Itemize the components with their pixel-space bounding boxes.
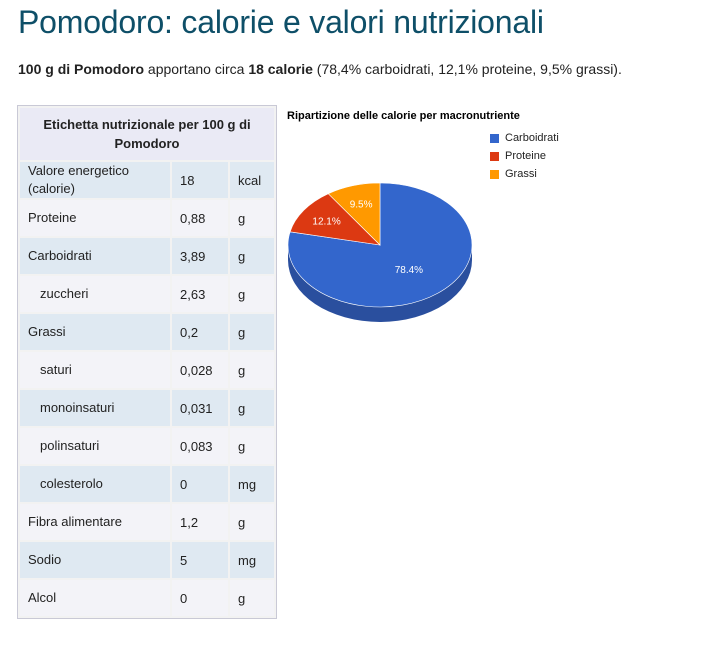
summary-text-2: (78,4% carboidrati, 12,1% proteine, 9,5%… — [312, 61, 622, 77]
nutrient-label: Fibra alimentare — [20, 504, 170, 540]
legend-item: Grassi — [490, 165, 559, 183]
legend-label: Proteine — [505, 150, 546, 162]
nutrient-unit: mg — [230, 542, 274, 578]
nutrient-label: Alcol — [20, 580, 170, 616]
nutrient-unit: g — [230, 580, 274, 616]
summary-text: 100 g di Pomodoro apportano circa 18 cal… — [18, 61, 622, 77]
table-row: Proteine 0,88 g — [20, 200, 274, 236]
chart-title: Ripartizione delle calorie per macronutr… — [287, 110, 520, 122]
pie-slice-label: 78.4% — [395, 265, 423, 276]
nutrient-value: 3,89 — [172, 238, 228, 274]
nutrient-unit: mg — [230, 466, 274, 502]
nutrient-label: Sodio — [20, 542, 170, 578]
pie-slice-label: 9.5% — [350, 200, 373, 211]
nutrient-value: 0 — [172, 466, 228, 502]
nutrient-value: 18 — [172, 162, 228, 198]
table-row: zuccheri 2,63 g — [20, 276, 274, 312]
nutrient-label: Carboidrati — [20, 238, 170, 274]
legend-label: Grassi — [505, 168, 537, 180]
nutrient-value: 0,028 — [172, 352, 228, 388]
nutrient-unit: g — [230, 352, 274, 388]
nutrient-value: 0,2 — [172, 314, 228, 350]
nutrient-unit: kcal — [230, 162, 274, 198]
nutrient-unit: g — [230, 238, 274, 274]
nutrient-label: Grassi — [20, 314, 170, 350]
table-row: Sodio 5 mg — [20, 542, 274, 578]
nutrient-unit: g — [230, 276, 274, 312]
nutrient-value: 0,031 — [172, 390, 228, 426]
nutrient-unit: g — [230, 314, 274, 350]
nutrition-table-container: Etichetta nutrizionale per 100 g di Pomo… — [17, 105, 277, 619]
nutrient-label: zuccheri — [20, 276, 170, 312]
legend-swatch — [490, 151, 499, 161]
nutrient-value: 1,2 — [172, 504, 228, 540]
nutrient-label: Valore energetico (calorie) — [20, 162, 170, 198]
table-row: colesterolo 0 mg — [20, 466, 274, 502]
nutrient-value: 0,083 — [172, 428, 228, 464]
pie-slice-label: 12.1% — [312, 217, 340, 228]
nutrient-unit: g — [230, 504, 274, 540]
summary-quantity: 100 g di Pomodoro — [18, 61, 145, 77]
pie-slice-side — [288, 245, 472, 322]
nutrient-unit: g — [230, 428, 274, 464]
pie-slice — [327, 182, 381, 246]
nutrient-label: Proteine — [20, 200, 170, 236]
table-row: monoinsaturi 0,031 g — [20, 390, 274, 426]
table-row: Valore energetico (calorie) 18 kcal — [20, 162, 274, 198]
nutrition-table-header: Etichetta nutrizionale per 100 g di Pomo… — [20, 108, 274, 160]
nutrient-label: monoinsaturi — [20, 390, 170, 426]
legend-item: Carboidrati — [490, 129, 559, 147]
nutrient-unit: g — [230, 390, 274, 426]
summary-calories: 18 calorie — [248, 61, 313, 77]
chart-legend: Carboidrati Proteine Grassi — [490, 129, 559, 183]
page-title: Pomodoro: calorie e valori nutrizionali — [18, 4, 544, 40]
summary-text-1: apportano circa — [144, 61, 249, 77]
table-row: Fibra alimentare 1,2 g — [20, 504, 274, 540]
legend-label: Carboidrati — [505, 132, 559, 144]
nutrient-label: colesterolo — [20, 466, 170, 502]
table-row: Grassi 0,2 g — [20, 314, 274, 350]
nutrient-value: 5 — [172, 542, 228, 578]
nutrition-table: Etichetta nutrizionale per 100 g di Pomo… — [18, 106, 276, 618]
legend-item: Proteine — [490, 147, 559, 165]
table-row: saturi 0,028 g — [20, 352, 274, 388]
nutrient-value: 0 — [172, 580, 228, 616]
nutrient-label: polinsaturi — [20, 428, 170, 464]
table-row: polinsaturi 0,083 g — [20, 428, 274, 464]
pie-slice — [289, 193, 381, 246]
nutrient-value: 0,88 — [172, 200, 228, 236]
nutrient-value: 2,63 — [172, 276, 228, 312]
nutrient-label: saturi — [20, 352, 170, 388]
legend-swatch — [490, 133, 499, 143]
legend-swatch — [490, 169, 499, 179]
table-row: Alcol 0 g — [20, 580, 274, 616]
nutrition-table-body: Valore energetico (calorie) 18 kcal Protein… — [20, 162, 274, 616]
nutrient-unit: g — [230, 200, 274, 236]
table-row: Carboidrati 3,89 g — [20, 238, 274, 274]
